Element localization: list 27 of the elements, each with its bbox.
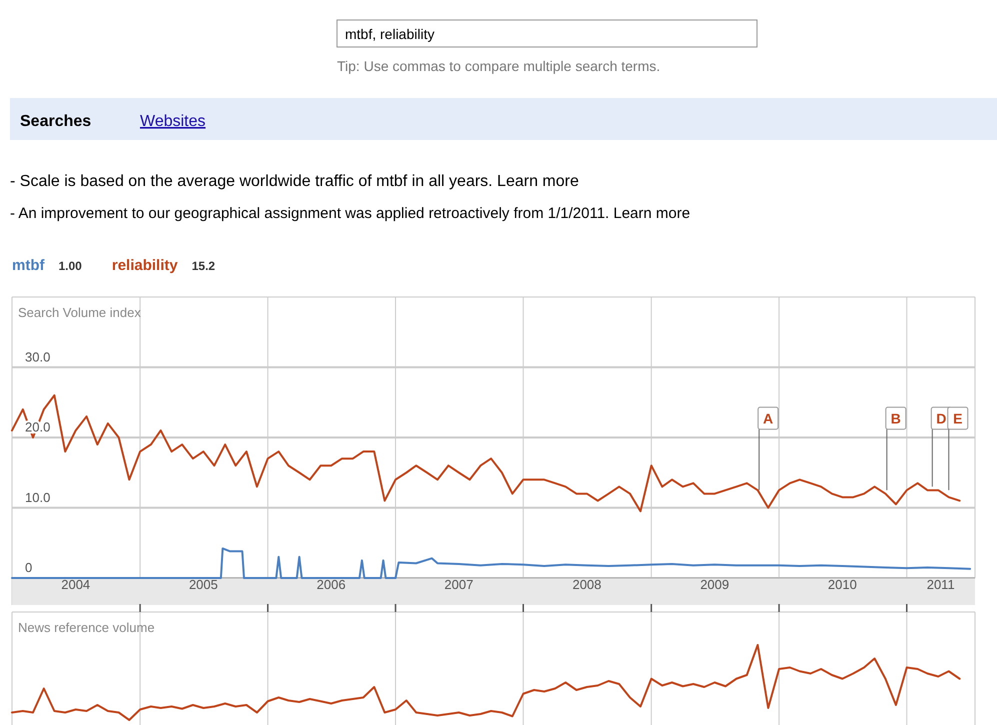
- text: - Scale is based on the average worldwide traffic of mtbf in all years. Learn more: [10, 173, 579, 190]
- annotation: A: [763, 410, 774, 426]
- y-axis-title: Search Volume index: [18, 305, 142, 320]
- x-tick-label: 2004: [61, 577, 90, 592]
- x-tick-label: 2008: [572, 577, 602, 592]
- x-tick-label: 2006: [316, 577, 346, 592]
- text: 1.00: [58, 259, 82, 273]
- y-tick-label: 0: [25, 560, 32, 575]
- y-tick-label: 30.0: [25, 349, 50, 364]
- y-axis-title: News reference volume: [18, 620, 155, 635]
- annotation: B: [890, 410, 901, 426]
- x-tick-label: 2007: [444, 577, 474, 592]
- x-tick-label: 2010: [828, 577, 857, 592]
- annotation: E: [953, 410, 962, 426]
- y-tick-label: 10.0: [25, 490, 50, 505]
- annotation: D: [936, 410, 946, 426]
- text: mtbf, reliability: [345, 26, 434, 42]
- text: reliability: [112, 257, 178, 274]
- text: mtbf: [12, 257, 46, 274]
- text: - An improvement to our geographical assignment was applied retroactively from 1/1/2011. Learn more: [10, 205, 690, 222]
- text: Searches: [20, 113, 92, 130]
- text: 15.2: [192, 259, 216, 273]
- text: Websites: [140, 113, 206, 130]
- x-tick-label: 2009: [700, 577, 730, 592]
- text: Tip: Use commas to compare multiple search terms.: [337, 58, 660, 74]
- x-tick-label: 2005: [188, 577, 218, 592]
- x-tick-label: 2011: [926, 577, 955, 592]
